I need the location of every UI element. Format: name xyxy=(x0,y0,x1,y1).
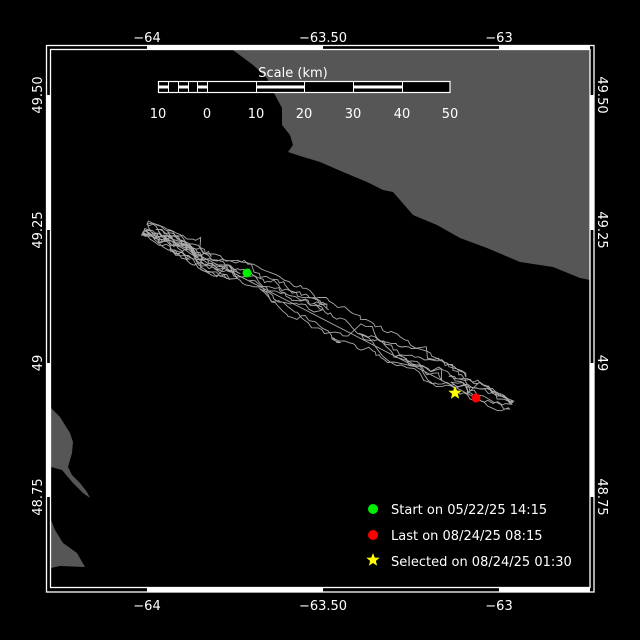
scale-bar: Scale (km) 10 0 10 20 30 40 50 xyxy=(150,66,459,122)
scale-label: 0 xyxy=(203,107,211,122)
scale-stripe xyxy=(353,85,402,89)
track-layer xyxy=(140,220,516,412)
lon-tick-top: −63 xyxy=(485,31,512,46)
lon-tick-top: −63.50 xyxy=(299,31,347,46)
legend-selected-label: Selected on 08/24/25 01:30 xyxy=(391,555,572,570)
selected-star-marker[interactable] xyxy=(448,386,462,399)
legend-last-icon xyxy=(368,530,378,540)
last-marker[interactable] xyxy=(471,393,481,403)
scale-label: 10 xyxy=(248,107,265,122)
lon-tick-top: −64 xyxy=(133,31,160,46)
scale-label: 10 xyxy=(150,107,167,122)
scale-label: 20 xyxy=(296,107,313,122)
scale-stripe xyxy=(178,85,188,89)
north-landmass xyxy=(233,50,590,280)
scale-stripe xyxy=(197,85,207,89)
lat-tick-left: 49.25 xyxy=(31,211,46,248)
start-marker[interactable] xyxy=(242,268,252,278)
scale-label: 30 xyxy=(345,107,362,122)
lat-tick-right: 48.75 xyxy=(594,478,609,515)
southwest-landmass-2 xyxy=(51,520,85,568)
legend-start-label: Start on 05/22/25 14:15 xyxy=(391,503,547,518)
lat-tick-right: 49.25 xyxy=(594,211,609,248)
lat-tick-left: 49.50 xyxy=(31,76,46,113)
southwest-landmass-1 xyxy=(51,408,90,498)
lat-tick-left: 49 xyxy=(31,355,46,372)
lon-tick-bottom: −64 xyxy=(133,599,160,614)
scale-label: 50 xyxy=(442,107,459,122)
scale-stripe xyxy=(256,85,304,89)
lat-tick-left: 48.75 xyxy=(31,478,46,515)
scale-stripe xyxy=(158,85,168,89)
lat-tick-right: 49 xyxy=(594,355,609,372)
lon-tick-bottom: −63 xyxy=(485,599,512,614)
legend-start-icon xyxy=(368,504,378,514)
legend-last-label: Last on 08/24/25 08:15 xyxy=(391,529,543,544)
scale-label: 40 xyxy=(394,107,411,122)
track-line xyxy=(140,220,516,412)
legend: Start on 05/22/25 14:15 Last on 08/24/25… xyxy=(366,503,572,570)
lat-tick-right: 49.50 xyxy=(594,76,609,113)
lon-tick-bottom: −63.50 xyxy=(299,599,347,614)
map-frame xyxy=(45,44,595,593)
scale-title: Scale (km) xyxy=(258,66,327,81)
legend-selected-star-icon xyxy=(366,553,380,566)
